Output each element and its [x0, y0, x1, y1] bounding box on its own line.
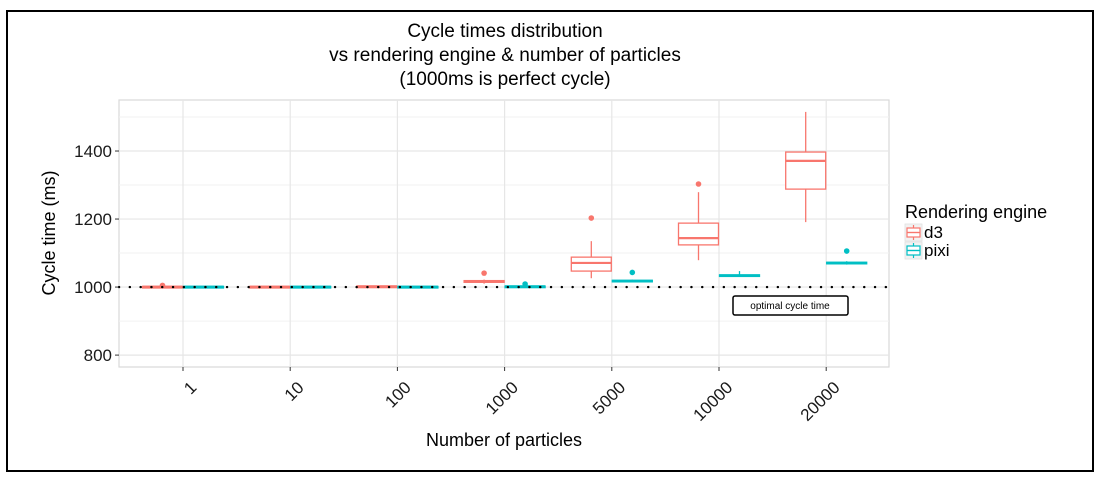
legend-title: Rendering engine — [905, 202, 1047, 222]
x-tick-label: 100 — [381, 378, 414, 411]
figure-frame — [6, 10, 1094, 472]
outlier-point — [522, 281, 528, 287]
chart-title-line-1: Cycle times distribution — [407, 21, 602, 42]
boxplot-d3-100 — [356, 285, 398, 289]
box-iqr — [570, 256, 612, 272]
y-tick-label: 1200 — [74, 210, 112, 229]
box-iqr — [677, 222, 720, 246]
annotation-box — [732, 295, 849, 316]
x-tick-label: 10000 — [690, 378, 737, 425]
boxplot-pixi-1 — [182, 285, 225, 289]
outlier-point — [629, 269, 636, 276]
y-axis: 800 1000 1200 1400 — [74, 142, 119, 365]
outlier-point — [588, 215, 595, 221]
x-tick-label: 20000 — [797, 378, 844, 425]
x-tick-label: 1 — [180, 378, 200, 398]
annotation: optimal cycle time — [732, 295, 849, 316]
boxplot-pixi-1000 — [504, 281, 546, 289]
legend-item-d3: d3 — [904, 223, 943, 242]
x-tick-label: 5000 — [589, 378, 629, 418]
boxplot-d3-20000 — [785, 111, 827, 223]
y-tick-label: 800 — [84, 346, 112, 365]
x-tick-label: 10 — [281, 378, 308, 405]
outlier-point — [481, 270, 487, 276]
legend-item-pixi: pixi — [904, 241, 950, 260]
boxplot-d3-1000 — [463, 270, 505, 284]
x-axis-title: Number of particles — [426, 430, 582, 450]
x-axis: 1 10 100 1000 5000 10000 20000 — [180, 367, 844, 425]
legend-label: pixi — [924, 241, 950, 260]
boxplot-d3-5000 — [570, 215, 612, 279]
boxplot-d3-10000 — [677, 181, 720, 261]
gridlines — [119, 100, 889, 367]
y-tick-label: 1400 — [74, 142, 112, 161]
x-tick-label: 1000 — [482, 378, 522, 418]
legend-label: d3 — [924, 223, 943, 242]
y-tick-label: 1000 — [74, 278, 112, 297]
outlier-point — [695, 181, 702, 187]
box-iqr — [785, 151, 827, 190]
chart-title-line-3: (1000ms is perfect cycle) — [399, 69, 610, 90]
y-axis-title: Cycle time (ms) — [39, 171, 59, 296]
boxplot-pixi-20000 — [826, 248, 868, 265]
annotation-label: optimal cycle time — [750, 301, 830, 312]
chart-title: Cycle times distribution vs rendering en… — [329, 21, 681, 90]
chart-title-line-2: vs rendering engine & number of particle… — [329, 45, 681, 66]
outlier-point — [843, 248, 850, 254]
boxplot-pixi-10000 — [718, 271, 761, 278]
boxplot-pixi-5000 — [611, 269, 653, 283]
